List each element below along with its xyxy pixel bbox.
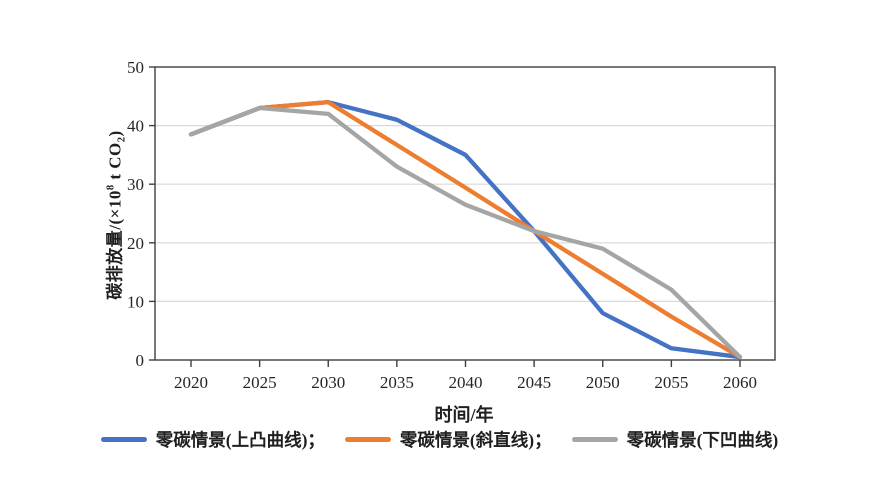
axis-ticks	[149, 66, 741, 367]
gridlines	[155, 124, 775, 302]
series-line-0	[188, 100, 743, 360]
legend-swatch	[344, 437, 391, 442]
x-tick-label: 2055	[654, 373, 688, 392]
x-tick-label: 2035	[380, 373, 414, 392]
y-tick-label: 20	[127, 234, 144, 253]
legend-label: 零碳情景(斜直线)；	[399, 430, 552, 450]
y-tick-label: 50	[127, 58, 144, 77]
series-lines	[188, 100, 743, 360]
y-axis-title-unit: t CO	[105, 142, 125, 185]
y-tick-label: 10	[127, 292, 144, 311]
x-tick-label: 2025	[243, 373, 277, 392]
x-tick-label: 2020	[174, 373, 208, 392]
legend-label: 零碳情景(上凸曲线)；	[155, 430, 325, 450]
x-tick-labels: 2020 2025 2030 2035 2040 2045 2050 2055 2060	[174, 373, 757, 392]
x-tick-label: 2040	[449, 373, 483, 392]
series-line-1	[188, 100, 743, 360]
legend-item: 零碳情景(斜直线)；	[344, 427, 552, 452]
y-axis-title: 碳排放量/(×108 t CO2)	[100, 130, 127, 299]
legend-swatch	[100, 437, 147, 442]
series-line-2	[188, 105, 743, 360]
legend-item: 零碳情景(下凹曲线)	[571, 427, 779, 452]
legend-label: 零碳情景(下凹曲线)	[626, 430, 779, 450]
y-axis-title-text: 碳排放量/(×10	[105, 190, 125, 300]
y-tick-label: 0	[136, 351, 145, 370]
x-tick-label: 2050	[586, 373, 620, 392]
x-tick-label: 2030	[311, 373, 345, 392]
legend-item: 零碳情景(上凸曲线)；	[100, 427, 325, 452]
y-tick-label: 30	[127, 175, 144, 194]
y-tick-labels: 0 10 20 30 40 50	[127, 58, 144, 370]
x-tick-label: 2060	[723, 373, 757, 392]
x-tick-label: 2045	[517, 373, 551, 392]
legend-swatch	[571, 437, 618, 442]
x-axis-title: 时间/年	[434, 405, 494, 425]
y-axis-title-superscript: 8	[105, 184, 117, 191]
y-axis-title-close: )	[105, 130, 125, 137]
y-tick-label: 40	[127, 117, 144, 136]
legend: 零碳情景(上凸曲线)； 零碳情景(斜直线)； 零碳情景(下凹曲线)	[0, 427, 879, 452]
y-axis-title-subscript: 2	[116, 136, 128, 143]
